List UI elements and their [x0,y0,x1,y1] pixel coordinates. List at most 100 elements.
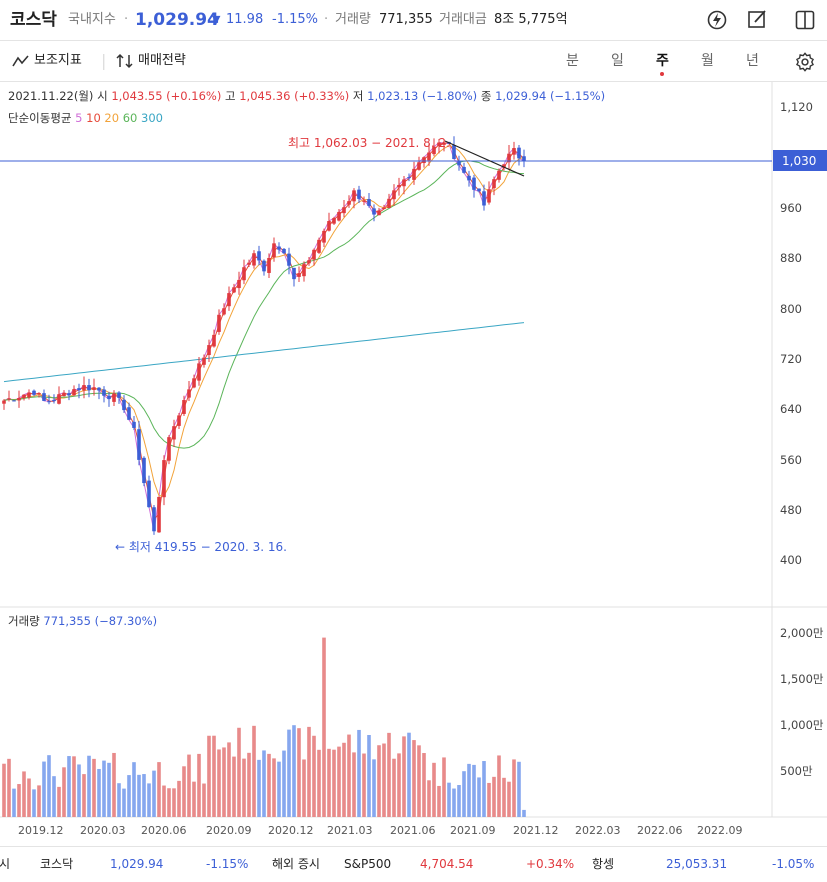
volume-bar [502,777,506,817]
candle [157,496,161,533]
candle [432,146,436,155]
volume-bar [112,752,116,817]
volume-bar [127,775,131,817]
volume-bar [312,735,316,817]
ticker-2-name[interactable]: 해외 증시 [272,857,320,871]
candle [57,394,61,404]
volume-bar [22,771,26,817]
volume-bar [492,776,496,817]
vol-tick-1000: 1,000만 [780,718,824,732]
volume-bar [222,747,226,817]
ticker-1-name[interactable]: 코스닥 [40,857,74,871]
candle [27,392,31,398]
candle [417,162,421,170]
ma20-label: 20 [104,111,120,125]
candle [22,394,26,399]
candle [292,267,296,280]
period-tab-week[interactable]: 주 [656,53,669,69]
x-tick-3: 2020.09 [206,824,252,837]
current-price-marker [773,150,827,171]
candle [147,480,151,508]
volume-bar [317,749,321,817]
flash-icon[interactable] [705,8,729,32]
volume-bar [187,754,191,817]
volume-bar [182,766,186,817]
amount-value: 8조 5,775억 [494,12,568,27]
volume-bar [272,758,276,817]
volume-bar [267,753,271,817]
candle [367,199,371,206]
volume-bar [262,750,266,817]
volume-bar [57,786,61,817]
candle [167,437,171,461]
ticker-3-name[interactable]: S&P500 [344,857,392,871]
strategy-button[interactable]: 매매전략 [138,53,186,68]
candle [517,147,521,159]
candle [72,389,76,396]
volume-bar [467,763,471,817]
ma5-label: 5 [75,111,83,125]
candle [387,198,391,209]
volume-bar [82,774,86,817]
period-tab-month[interactable]: 월 [701,53,714,69]
split-view-icon[interactable] [793,8,817,32]
index-category[interactable]: 국내지수 [68,12,116,27]
volume-bar [387,732,391,817]
period-tab-year[interactable]: 년 [746,53,759,69]
candle [47,401,51,403]
ticker-4-name[interactable]: 항셍 [592,857,615,871]
edit-icon[interactable] [745,8,769,32]
volume-bar [102,760,106,817]
candle [207,345,211,356]
x-tick-7: 2021.09 [450,824,496,837]
period-tab-minute[interactable]: 분 [566,53,579,69]
period-tab-day[interactable]: 일 [611,53,624,69]
ticker-0-name[interactable]: 증시 [0,857,11,871]
volume-bar [32,789,36,817]
vol-tick-2000: 2,000만 [780,626,824,640]
volume-bar [382,743,386,817]
ticker-4-change: -1.05% [772,857,815,871]
candle [152,507,156,532]
candle [492,179,496,189]
volume-bar [252,725,256,817]
ohlc-low: 1,023.13 (−1.80%) [367,89,478,103]
volume-bar [352,752,356,817]
candle [482,191,486,206]
candle [132,421,136,428]
candle [372,208,376,215]
candle [277,246,281,250]
x-tick-2: 2020.06 [141,824,187,837]
candle [357,189,361,199]
ma5-line [3,141,525,532]
candle [182,400,186,414]
gear-icon[interactable] [794,51,816,73]
ma-legend[interactable]: 단순이동평균 5 10 20 60 300 [8,111,163,125]
candle [32,390,36,395]
candle [262,260,266,272]
indicator-icon [12,55,29,67]
volume-bar [142,774,146,817]
volume-bar [2,763,6,817]
candle [117,392,121,398]
y-tick-960: 960 [780,201,802,215]
indicator-button[interactable]: 보조지표 [34,53,82,68]
candle [7,398,11,400]
candle [312,249,316,260]
price-chart[interactable]: 1,030 1,120 960 880 800 720 640 560 480 … [0,0,827,846]
candle [227,293,231,307]
volume-bar [17,784,21,817]
volume-bar [357,729,361,817]
candle [442,142,446,145]
candle [422,157,426,164]
volume-bar [137,774,141,817]
candle [197,363,201,381]
candle [522,156,526,162]
candle [247,262,251,265]
candle [17,397,21,401]
candle [427,152,431,161]
volume-bar [392,758,396,817]
candle [12,400,16,402]
volume-bar [162,785,166,817]
candle [52,399,56,402]
